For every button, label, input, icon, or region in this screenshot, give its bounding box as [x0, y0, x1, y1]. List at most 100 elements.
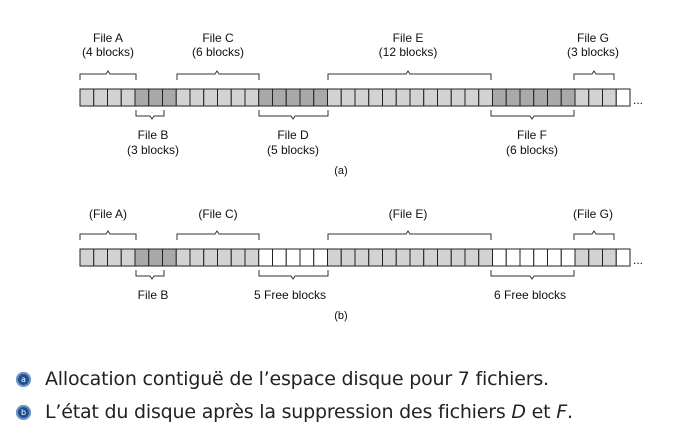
brace-file-f: [490, 110, 575, 120]
brace-file-b-b: [135, 270, 165, 280]
block-free-b: [505, 248, 521, 267]
block-file-b-b: [148, 248, 163, 267]
block-file-a-b: [79, 248, 95, 267]
block-file-a-a: [93, 88, 108, 107]
block-file-e-a: [478, 88, 493, 107]
bullet-a-icon: a: [16, 371, 31, 387]
label-file-b-b: File B: [138, 288, 169, 302]
block-file-c-b: [230, 248, 246, 267]
block-free-b: [547, 248, 562, 267]
block-free-b: [560, 248, 576, 267]
block-file-f-a: [547, 88, 562, 107]
block-file-f-a: [505, 88, 521, 107]
brace-file-a: [79, 70, 137, 80]
block-file-f-a: [533, 88, 548, 107]
block-file-b-b: [162, 248, 177, 267]
label-file-e-blocks: (12 blocks): [379, 45, 438, 59]
block-file-c-a: [203, 88, 218, 107]
block-file-a-a: [120, 88, 136, 107]
block-file-c-b: [175, 248, 191, 267]
block-file-g-a: [574, 88, 590, 107]
label-file-g-blocks: (3 blocks): [567, 45, 619, 59]
label-file-d-blocks: (5 blocks): [267, 143, 319, 157]
brace-file-g-b: [573, 230, 615, 240]
block-file-c-a: [189, 88, 205, 107]
brace-file-a-b: [79, 230, 137, 240]
block-file-e-b: [395, 248, 411, 267]
block-file-b-a: [162, 88, 177, 107]
block-file-e-a: [409, 88, 425, 107]
block-strip-a: [79, 88, 631, 107]
legend-item-b: b L’état du disque après la suppression …: [16, 401, 676, 423]
legend-text-b-part3: .: [566, 401, 573, 423]
diagram-a: File A (4 blocks) File C (6 blocks) File…: [79, 31, 643, 177]
block-file-e-b: [409, 248, 425, 267]
block-file-a-a: [107, 88, 122, 107]
block-file-a-b: [120, 248, 136, 267]
label-file-f: File F: [517, 128, 547, 142]
block-file-c-a: [230, 88, 246, 107]
block-file-b-a: [134, 88, 150, 107]
block-file-a-b: [93, 248, 108, 267]
label-file-c: File C: [202, 31, 234, 45]
label-file-a: File A: [93, 31, 123, 45]
block-free-b: [615, 248, 631, 267]
brace-file-e: [327, 70, 492, 80]
legend-text-b: L’état du disque après la suppression de…: [45, 401, 573, 423]
block-file-e-b: [354, 248, 370, 267]
block-file-e-b: [464, 248, 480, 267]
block-file-e-a: [382, 88, 397, 107]
ellipsis-a: ...: [633, 93, 643, 107]
label-file-d: File D: [277, 128, 309, 142]
block-file-e-a: [340, 88, 356, 107]
block-file-g-a: [602, 88, 617, 107]
label-file-g-b: (File G): [573, 207, 613, 221]
disk-allocation-diagram: File A (4 blocks) File C (6 blocks) File…: [79, 31, 643, 322]
brace-free-d: [258, 270, 329, 280]
block-free-b: [285, 248, 301, 267]
block-file-d-a: [313, 88, 328, 107]
caption-a: (a): [334, 165, 347, 177]
block-file-a-b: [107, 248, 122, 267]
block-file-c-a: [217, 88, 232, 107]
label-file-b: File B: [138, 128, 169, 142]
block-file-e-b: [382, 248, 397, 267]
block-file-e-b: [450, 248, 466, 267]
block-file-e-b: [368, 248, 383, 267]
block-strip-b: [79, 248, 631, 267]
block-file-a-a: [79, 88, 95, 107]
block-file-e-a: [437, 88, 452, 107]
block-file-d-a: [272, 88, 287, 107]
block-free-b: [258, 248, 273, 267]
ellipsis-b: ...: [633, 253, 643, 267]
caption-b: (b): [334, 310, 347, 322]
block-file-c-b: [244, 248, 260, 267]
bullet-b-icon: b: [16, 404, 31, 420]
block-file-c-a: [175, 88, 191, 107]
block-free-a: [615, 88, 631, 107]
block-file-g-b: [574, 248, 590, 267]
block-file-g-b: [588, 248, 603, 267]
label-file-e-b: (File E): [389, 207, 428, 221]
diagram-b: (File A) (File C) (File E) (File G) ... …: [79, 207, 643, 322]
block-file-e-a: [464, 88, 480, 107]
block-free-b: [492, 248, 507, 267]
legend-text-b-part1: L’état du disque après la suppression de…: [45, 401, 512, 423]
block-file-e-a: [450, 88, 466, 107]
label-file-c-b: (File C): [198, 207, 237, 221]
brace-file-b: [135, 110, 165, 120]
block-file-b-b: [134, 248, 150, 267]
block-file-e-b: [478, 248, 493, 267]
legend-text-a: Allocation contiguë de l’espace disque p…: [45, 368, 549, 390]
block-file-c-b: [189, 248, 205, 267]
label-file-a-b: (File A): [89, 207, 127, 221]
block-file-c-a: [244, 88, 260, 107]
block-file-e-b: [327, 248, 342, 267]
block-free-b: [533, 248, 548, 267]
block-file-e-b: [340, 248, 356, 267]
block-file-e-a: [395, 88, 411, 107]
label-free-5: 5 Free blocks: [254, 288, 326, 302]
label-free-6: 6 Free blocks: [494, 288, 566, 302]
label-file-a-blocks: (4 blocks): [82, 45, 134, 59]
brace-file-d: [258, 110, 329, 120]
